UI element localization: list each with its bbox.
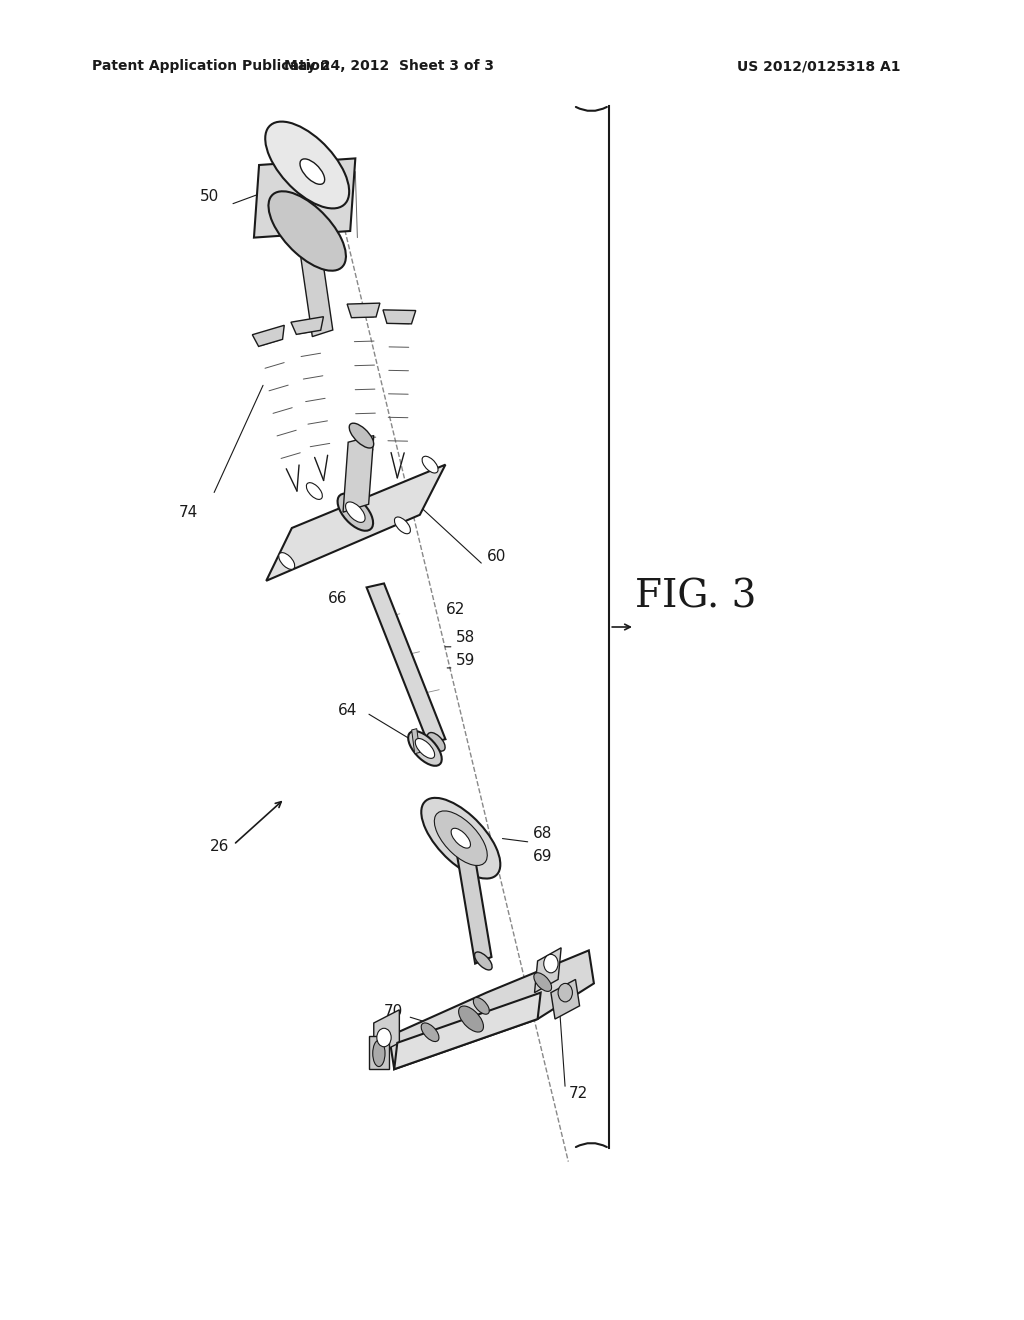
Polygon shape (297, 224, 333, 337)
Polygon shape (347, 304, 380, 318)
Ellipse shape (459, 1006, 483, 1032)
Text: 60: 60 (486, 549, 506, 564)
Polygon shape (367, 583, 445, 743)
Polygon shape (369, 1036, 389, 1069)
Polygon shape (535, 948, 561, 993)
Text: 70: 70 (384, 1005, 403, 1019)
Ellipse shape (534, 973, 552, 991)
Ellipse shape (434, 810, 487, 866)
Text: FIG. 3: FIG. 3 (635, 578, 757, 615)
Polygon shape (383, 310, 416, 323)
Polygon shape (252, 325, 285, 346)
Ellipse shape (421, 797, 501, 879)
Polygon shape (254, 158, 355, 238)
Ellipse shape (306, 483, 323, 499)
Text: 68: 68 (532, 826, 552, 841)
Ellipse shape (338, 494, 373, 531)
Ellipse shape (416, 738, 434, 759)
Polygon shape (343, 436, 374, 512)
Text: 50: 50 (200, 189, 219, 203)
Polygon shape (412, 729, 420, 754)
Ellipse shape (300, 158, 325, 185)
Ellipse shape (373, 1040, 385, 1067)
Polygon shape (394, 993, 541, 1069)
Text: 64: 64 (338, 704, 357, 718)
Ellipse shape (473, 998, 489, 1014)
Polygon shape (374, 1010, 399, 1056)
Text: 72: 72 (568, 1086, 588, 1101)
Text: 58: 58 (456, 630, 475, 644)
Text: 69: 69 (532, 849, 552, 863)
Ellipse shape (265, 121, 349, 209)
Ellipse shape (474, 952, 493, 970)
Text: 59: 59 (456, 653, 475, 668)
Ellipse shape (452, 828, 470, 849)
Text: US 2012/0125318 A1: US 2012/0125318 A1 (737, 59, 901, 74)
Text: 74: 74 (179, 506, 199, 520)
Ellipse shape (409, 731, 441, 766)
Text: Patent Application Publication: Patent Application Publication (92, 59, 330, 74)
Ellipse shape (544, 954, 558, 973)
Ellipse shape (268, 191, 346, 271)
Ellipse shape (422, 457, 438, 473)
Ellipse shape (345, 502, 366, 523)
Polygon shape (291, 317, 324, 334)
Ellipse shape (394, 517, 411, 533)
Ellipse shape (558, 983, 572, 1002)
Text: 26: 26 (210, 840, 229, 854)
Polygon shape (455, 834, 492, 964)
Polygon shape (266, 465, 445, 581)
Text: 66: 66 (328, 591, 347, 606)
Ellipse shape (421, 1023, 439, 1041)
Ellipse shape (349, 424, 374, 447)
Text: May 24, 2012  Sheet 3 of 3: May 24, 2012 Sheet 3 of 3 (284, 59, 495, 74)
Ellipse shape (377, 1028, 391, 1047)
Polygon shape (389, 950, 594, 1069)
Ellipse shape (279, 553, 295, 569)
Ellipse shape (427, 733, 445, 751)
Text: 62: 62 (445, 602, 465, 616)
Polygon shape (551, 979, 580, 1019)
